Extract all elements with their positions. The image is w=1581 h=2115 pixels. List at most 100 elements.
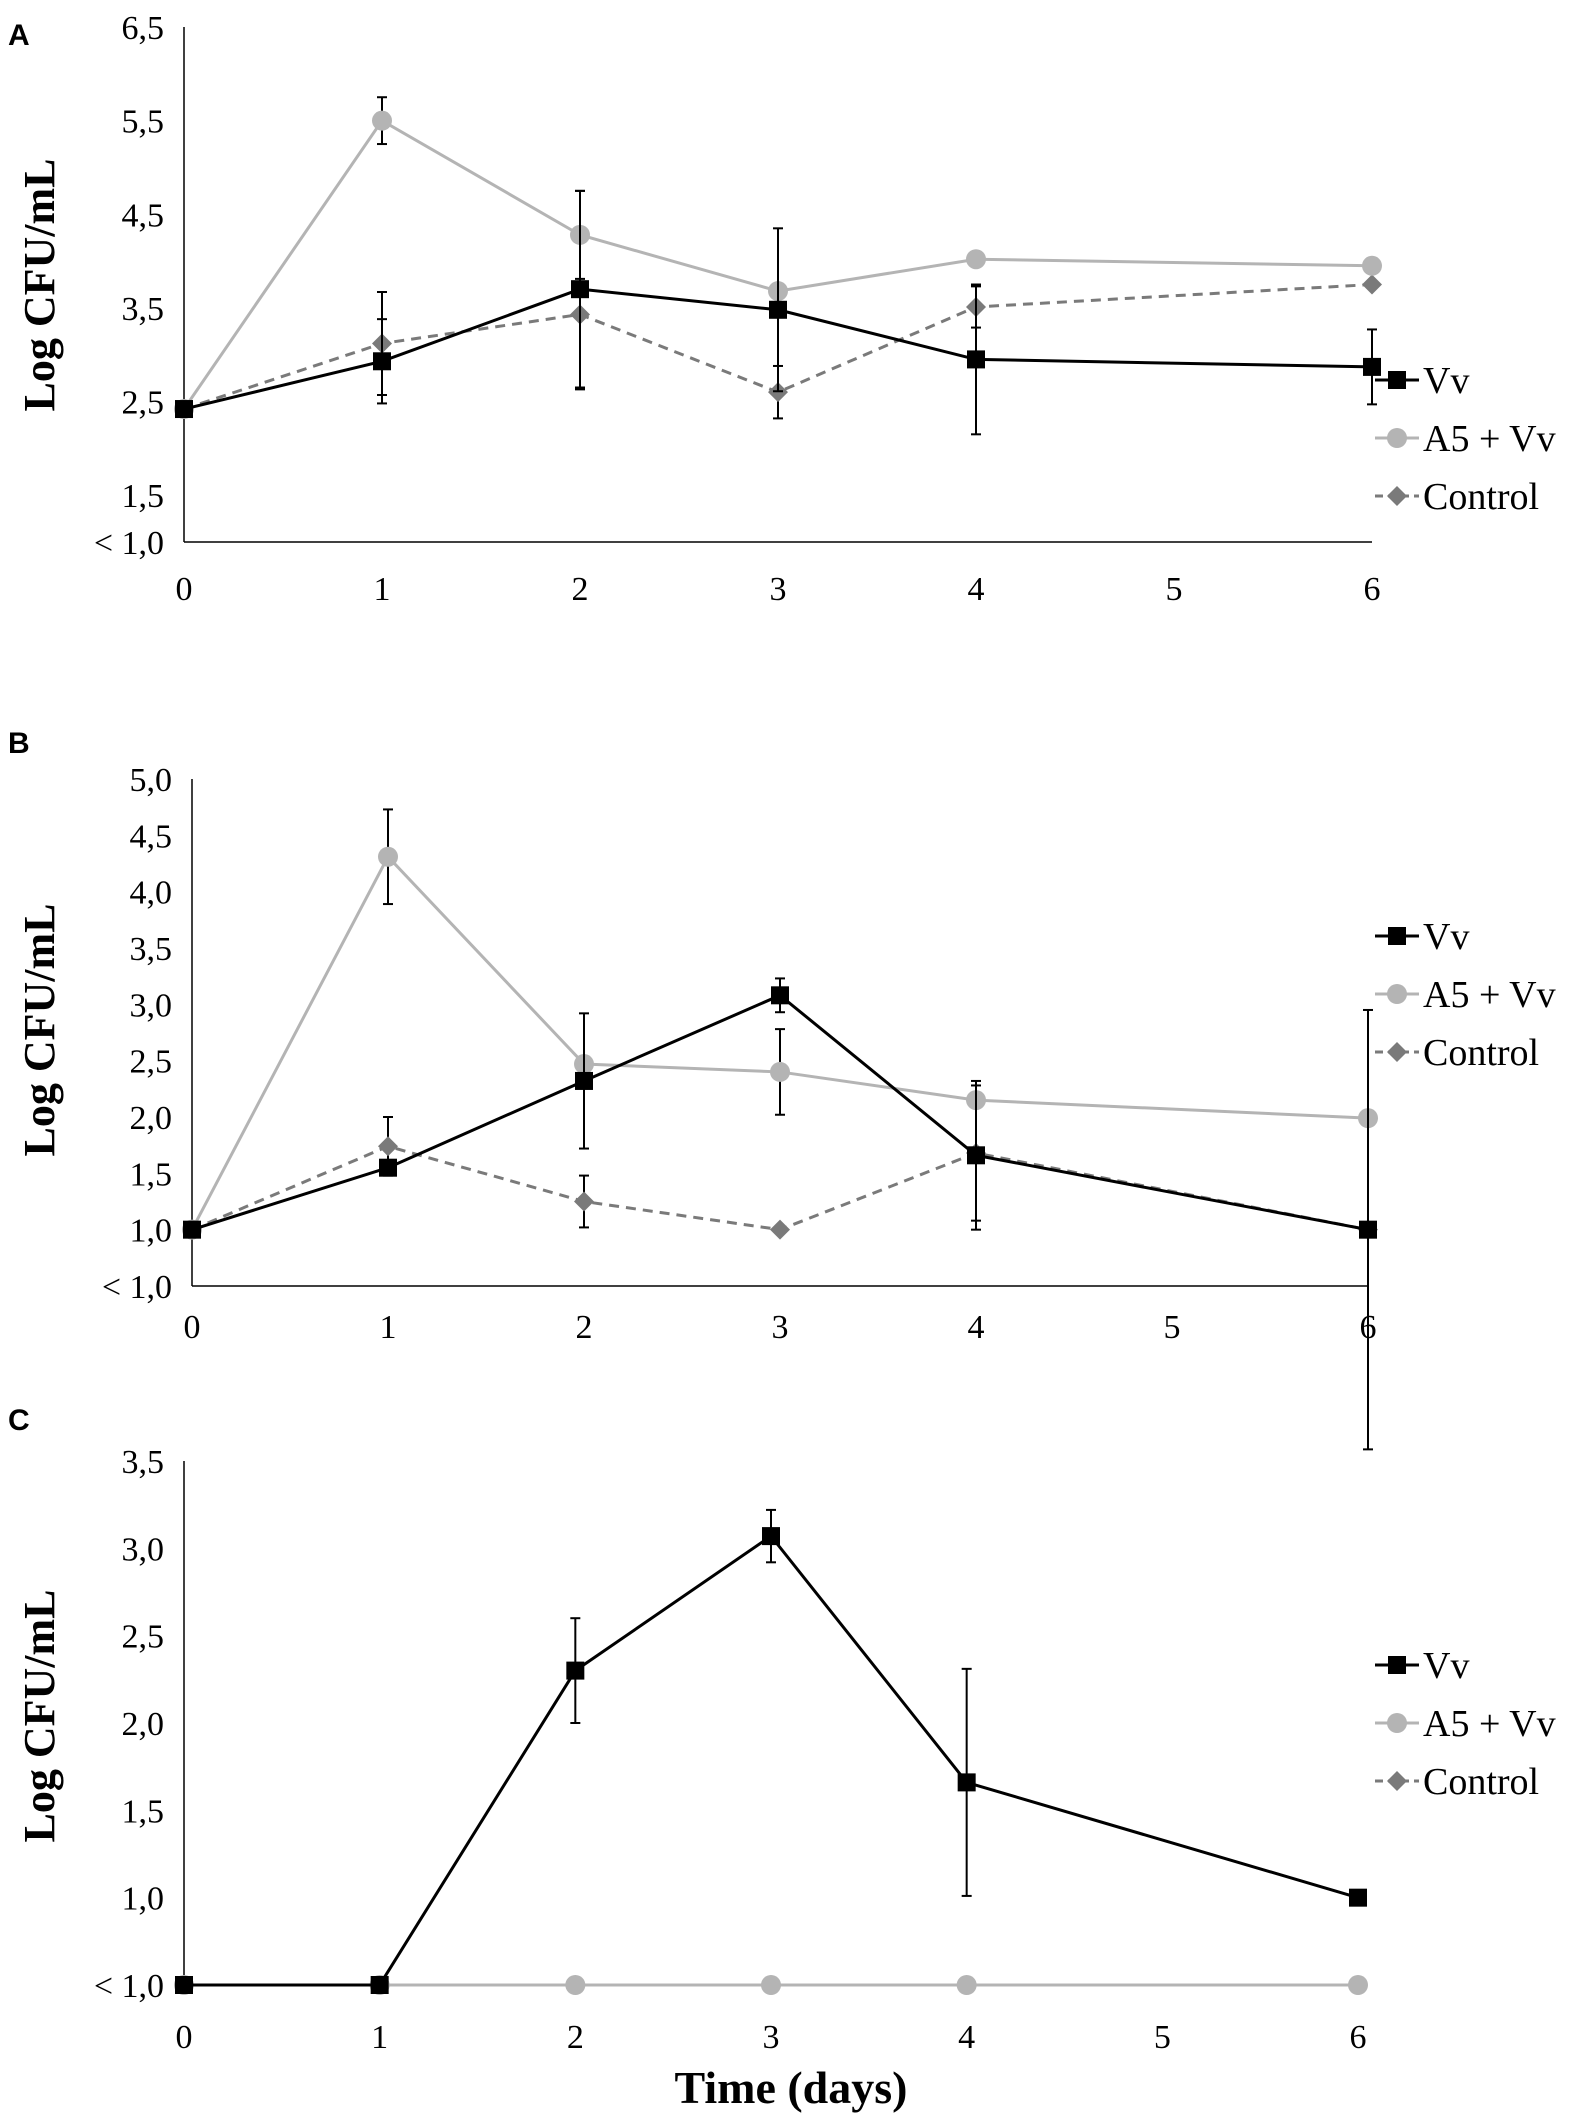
data-point	[957, 1773, 976, 1792]
x-tick-label: 0	[184, 1309, 201, 1346]
legend-marker	[1387, 428, 1407, 448]
y-tick-label: 2,0	[122, 1706, 165, 1743]
y-tick-label: < 1,0	[94, 525, 164, 562]
y-axis-label: Log CFU/mL	[15, 904, 64, 1157]
x-tick-label: 5	[1166, 571, 1183, 608]
data-point	[1359, 1220, 1377, 1239]
legend-marker	[1387, 984, 1407, 1004]
y-tick-label: 1,0	[122, 1881, 165, 1918]
x-tick-label: 6	[1350, 2019, 1367, 2056]
x-tick-label: 3	[763, 2019, 780, 2056]
y-tick-label: 5,0	[130, 762, 173, 799]
data-point	[565, 1975, 586, 1995]
x-tick-label: 6	[1364, 571, 1381, 608]
legend-label: Vv	[1423, 916, 1469, 958]
legend-label: A5 + Vv	[1423, 974, 1556, 1016]
y-tick-label: < 1,0	[102, 1269, 172, 1306]
x-axis-label: Time (days)	[675, 2062, 908, 2113]
y-tick-label: 2,5	[122, 385, 165, 422]
y-tick-label: 1,5	[130, 1156, 173, 1193]
y-tick-label: 3,0	[130, 987, 173, 1024]
series-vv	[183, 977, 1377, 1451]
y-tick-label: 4,0	[130, 875, 173, 912]
x-tick-label: 2	[567, 2019, 584, 2056]
legend-marker	[1388, 927, 1406, 945]
data-point	[372, 110, 392, 131]
x-tick-label: 4	[958, 2019, 975, 2056]
x-tick-label: 0	[176, 2019, 193, 2056]
data-point	[967, 350, 985, 369]
panel-letter: A	[8, 19, 30, 52]
legend-label: Control	[1423, 1032, 1539, 1074]
data-point	[370, 1976, 389, 1994]
y-tick-label: 1,5	[122, 478, 165, 515]
data-point	[378, 1136, 398, 1157]
legend: Vv A5 + Vv Control	[1375, 916, 1556, 1074]
panel-letter: B	[8, 727, 30, 760]
series-vv	[175, 1508, 1367, 1994]
y-tick-label: 3,5	[122, 291, 165, 328]
legend: Vv A5 + Vv Control	[1375, 1645, 1556, 1803]
data-point	[967, 1146, 985, 1165]
legend-label: A5 + Vv	[1423, 1703, 1556, 1745]
y-axis-label: Log CFU/mL	[15, 159, 64, 412]
data-point	[175, 1976, 193, 1994]
y-tick-label: 4,5	[122, 197, 165, 234]
data-point	[1362, 274, 1382, 295]
data-point	[770, 1219, 790, 1240]
data-point	[1348, 1975, 1368, 1995]
x-tick-label: 5	[1164, 1309, 1181, 1346]
chart-panel-c: C < 1,0 1,0 1,5 2,0 2,5 3,0 3,5 0 1 2 3 4 5 6 Log CFU/m…	[8, 1404, 1556, 2113]
data-point	[956, 1975, 977, 1995]
x-tick-label: 0	[176, 571, 193, 608]
data-point	[761, 1975, 781, 1995]
data-point	[966, 249, 986, 270]
chart-panel-b: B< 1,01,01,52,02,53,03,54,04,55,00 1 2 3 4 5 6…	[8, 727, 1556, 1451]
legend-label: Vv	[1423, 360, 1469, 402]
x-tick-label: 2	[572, 571, 589, 608]
data-point	[378, 846, 398, 867]
legend: Vv A5 + Vv Control	[1375, 360, 1556, 518]
legend-marker	[1387, 486, 1407, 506]
y-tick-label: 5,5	[122, 104, 165, 141]
data-point	[175, 400, 193, 419]
data-point	[771, 986, 789, 1005]
y-tick-label: 3,5	[122, 1444, 165, 1481]
y-tick-label: < 1,0	[94, 1968, 164, 2005]
x-tick-label: 1	[374, 571, 391, 608]
series-line	[183, 283, 1373, 411]
legend-label: A5 + Vv	[1423, 418, 1556, 460]
panel-letter: C	[8, 1404, 30, 1437]
data-point	[373, 352, 391, 371]
y-axis-label: Log CFU/mL	[15, 1590, 64, 1843]
x-tick-label: 1	[371, 2019, 388, 2056]
legend-label: Vv	[1423, 1645, 1469, 1687]
series-line	[184, 1534, 1359, 1987]
series-vv	[175, 189, 1381, 436]
data-point	[1362, 255, 1382, 276]
data-point	[769, 300, 787, 319]
x-tick-label: 4	[968, 571, 985, 608]
x-tick-label: 1	[380, 1309, 397, 1346]
legend-marker	[1388, 371, 1406, 389]
data-point	[1349, 1888, 1367, 1907]
x-tick-label: 2	[576, 1309, 593, 1346]
data-point	[762, 1527, 780, 1546]
legend-label: Control	[1423, 1761, 1539, 1803]
legend-marker	[1387, 1713, 1407, 1733]
x-tick-label: 4	[968, 1309, 985, 1346]
data-point	[183, 1220, 201, 1239]
legend-marker	[1387, 1771, 1407, 1791]
data-point	[571, 280, 589, 299]
series-line	[190, 854, 1369, 1231]
y-tick-label: 2,0	[130, 1100, 173, 1137]
series-line	[183, 287, 1373, 411]
legend-marker	[1388, 1656, 1406, 1674]
y-tick-label: 2,5	[130, 1044, 173, 1081]
series-line	[182, 118, 1373, 410]
y-tick-label: 3,0	[122, 1531, 165, 1568]
legend-marker	[1387, 1042, 1407, 1062]
legend-label: Control	[1423, 476, 1539, 518]
y-tick-label: 4,5	[130, 818, 173, 855]
y-tick-label: 1,0	[130, 1213, 173, 1250]
